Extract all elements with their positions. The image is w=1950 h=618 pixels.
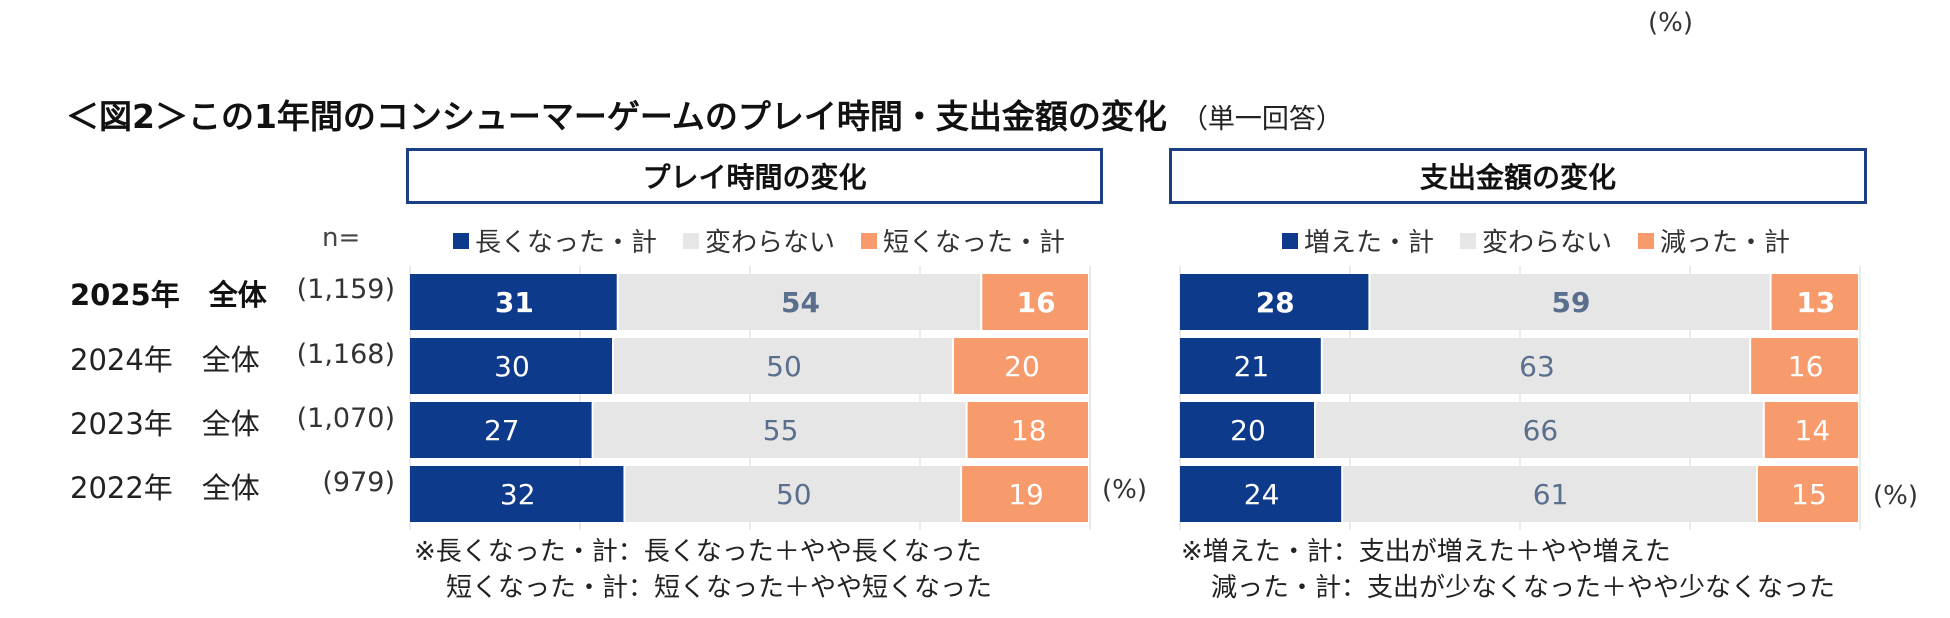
bar-segment: [1758, 466, 1858, 522]
legend-swatch: [1638, 232, 1655, 249]
legend-item: 変わらない: [683, 222, 835, 259]
panel-title-spending: 支出金額の変化: [1169, 148, 1867, 204]
legend-playtime: 長くなった・計 変わらない 短くなった・計: [453, 222, 1091, 259]
bar-segment: [614, 338, 952, 394]
legend-label: 長くなった・計: [475, 228, 658, 258]
row-label: 2025年 全体: [70, 278, 267, 312]
note-spending-1: ※増えた・計：支出が増えた＋やや増えた: [1181, 537, 1671, 567]
bar-segment: [1751, 338, 1858, 394]
legend-spending: 増えた・計 変わらない 減った・計: [1282, 222, 1816, 259]
n-header: n=: [322, 223, 361, 253]
note-playtime-2: 短くなった・計：短くなった＋やや短くなった: [446, 573, 993, 603]
bar-value-label: 27: [484, 414, 520, 447]
bar-segment: [1316, 402, 1763, 458]
bar-value-label: 50: [776, 478, 812, 511]
bar-segment: [410, 338, 612, 394]
legend-swatch: [453, 232, 469, 249]
bar-value-label: 55: [763, 414, 799, 447]
bar-value-label: 66: [1523, 414, 1559, 447]
bar-value-label: 16: [1017, 286, 1056, 319]
bar-value-label: 63: [1519, 350, 1555, 383]
unit-label-spending: (%): [1873, 481, 1918, 511]
bar-value-label: 19: [1008, 478, 1044, 511]
bar-value-label: 32: [500, 478, 536, 511]
figure-subtitle: （単一回答）: [1180, 104, 1343, 135]
bar-segment: [982, 274, 1088, 330]
legend-swatch: [1460, 232, 1477, 249]
legend-item: 長くなった・計: [453, 222, 657, 259]
bar-segment: [1771, 274, 1858, 330]
bar-segment: [1370, 274, 1770, 330]
legend-label: 変わらない: [705, 228, 836, 258]
bar-value-label: 59: [1552, 286, 1591, 319]
bar-segment: [625, 466, 961, 522]
bar-value-label: 13: [1796, 286, 1835, 319]
row-label: 2023年 全体: [70, 407, 260, 441]
bar-value-label: 28: [1256, 286, 1295, 319]
bar-segment: [1180, 274, 1369, 330]
bar-value-label: 31: [495, 286, 534, 319]
bar-value-label: 50: [766, 350, 802, 383]
bar-value-label: 18: [1011, 414, 1047, 447]
unit-label-playtime: (%): [1102, 475, 1147, 505]
bar-segment: [1764, 402, 1858, 458]
note-playtime-1: ※長くなった・計：長くなった＋やや長くなった: [414, 537, 982, 567]
bar-segment: [1180, 402, 1314, 458]
panel-title-playtime: プレイ時間の変化: [406, 148, 1103, 204]
bar-value-label: 20: [1004, 350, 1040, 383]
bar-segment: [593, 402, 966, 458]
legend-item: 増えた・計: [1282, 222, 1434, 259]
bar-segment: [410, 466, 624, 522]
bar-value-label: 54: [781, 286, 820, 319]
row-label: 2024年 全体: [70, 343, 260, 377]
bar-value-label: 61: [1533, 478, 1569, 511]
bar-value-label: 21: [1234, 350, 1270, 383]
top-unit-label: (%): [1648, 8, 1693, 38]
bar-segment: [410, 402, 592, 458]
bar-value-label: 24: [1244, 478, 1280, 511]
row-n-value: (1,070): [296, 403, 395, 434]
bar-value-label: 16: [1788, 350, 1824, 383]
legend-label: 増えた・計: [1304, 228, 1435, 258]
bar-value-label: 15: [1791, 478, 1827, 511]
bar-segment: [962, 466, 1088, 522]
legend-label: 変わらない: [1482, 228, 1613, 258]
row-label: 2022年 全体: [70, 471, 260, 505]
row-n-value: (1,159): [296, 274, 395, 305]
figure-title: ＜図2＞この1年間のコンシューマーゲームのプレイ時間・支出金額の変化: [66, 97, 1167, 136]
bar-segment: [618, 274, 981, 330]
legend-item: 短くなった・計: [861, 222, 1065, 259]
legend-item: 減った・計: [1638, 222, 1790, 259]
bar-segment: [967, 402, 1088, 458]
row-n-value: (1,168): [296, 339, 395, 370]
bar-segment: [1180, 466, 1342, 522]
legend-label: 短くなった・計: [883, 228, 1066, 258]
bar-segment: [410, 274, 617, 330]
legend-label: 減った・計: [1660, 228, 1791, 258]
legend-item: 変わらない: [1460, 222, 1612, 259]
legend-swatch: [1282, 232, 1298, 249]
bar-segment: [954, 338, 1088, 394]
legend-swatch: [683, 232, 700, 249]
note-spending-2: 減った・計：支出が少なくなった＋やや少なくなった: [1211, 573, 1836, 603]
bar-value-label: 20: [1230, 414, 1266, 447]
bar-value-label: 30: [494, 350, 530, 383]
legend-swatch: [861, 232, 878, 249]
bar-segment: [1180, 338, 1321, 394]
figure-title-group: ＜図2＞この1年間のコンシューマーゲームのプレイ時間・支出金額の変化 （単一回答）: [66, 90, 1343, 138]
bar-segment: [1343, 466, 1756, 522]
bar-value-label: 14: [1795, 414, 1831, 447]
bar-segment: [1322, 338, 1750, 394]
row-n-value: (979): [322, 467, 395, 498]
